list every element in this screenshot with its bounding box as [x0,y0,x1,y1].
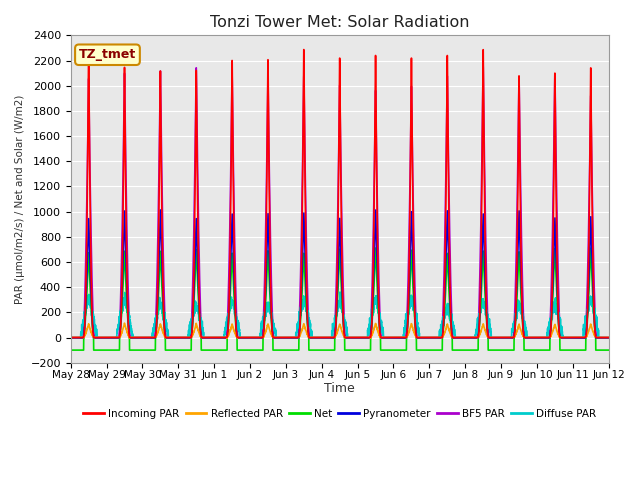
Net [372,245,380,251]
Incoming PAR [491,335,499,340]
Pyranometer [164,335,172,341]
Y-axis label: PAR (μmol/m2/s) / Net and Solar (W/m2): PAR (μmol/m2/s) / Net and Solar (W/m2) [15,95,25,304]
Text: TZ_tmet: TZ_tmet [79,48,136,61]
Reflected PAR [605,335,612,340]
BF5 PAR [67,335,75,340]
Net [460,347,468,353]
Incoming PAR [320,335,328,340]
Line: Pyranometer: Pyranometer [71,210,609,338]
Line: Reflected PAR: Reflected PAR [71,323,609,338]
Title: Tonzi Tower Met: Solar Radiation: Tonzi Tower Met: Solar Radiation [210,15,470,30]
X-axis label: Time: Time [324,382,355,395]
Incoming PAR [431,335,438,340]
Pyranometer [157,207,164,213]
Diffuse PAR [336,289,344,295]
Diffuse PAR [164,326,172,332]
Diffuse PAR [431,335,438,340]
Net [67,347,75,353]
Net [164,347,172,353]
Diffuse PAR [491,335,499,340]
Reflected PAR [431,335,438,340]
Incoming PAR [460,335,468,340]
Diffuse PAR [604,335,612,340]
Net [605,347,612,353]
Pyranometer [320,335,328,341]
Incoming PAR [300,47,308,52]
Line: Incoming PAR: Incoming PAR [71,49,609,337]
Reflected PAR [164,335,172,340]
Incoming PAR [164,335,172,340]
BF5 PAR [604,335,612,340]
Net [604,347,612,353]
Line: Diffuse PAR: Diffuse PAR [71,292,609,337]
BF5 PAR [431,335,438,340]
Reflected PAR [120,320,128,326]
Reflected PAR [234,336,241,341]
BF5 PAR [164,335,172,340]
BF5 PAR [319,335,327,340]
Line: BF5 PAR: BF5 PAR [71,67,609,337]
BF5 PAR [605,335,612,340]
Reflected PAR [604,335,612,340]
Diffuse PAR [319,335,327,340]
Pyranometer [460,335,468,341]
Incoming PAR [604,335,612,340]
Diffuse PAR [460,335,468,340]
Incoming PAR [67,335,75,340]
Net [491,347,499,353]
Pyranometer [604,335,612,341]
Diffuse PAR [605,335,612,340]
Pyranometer [491,335,499,341]
Incoming PAR [605,335,612,340]
Pyranometer [431,335,438,341]
Reflected PAR [67,335,75,340]
Pyranometer [605,335,612,341]
Pyranometer [67,335,75,341]
Line: Net: Net [71,248,609,350]
BF5 PAR [491,335,499,340]
Diffuse PAR [67,335,75,340]
Reflected PAR [460,335,468,340]
Net [431,347,438,353]
Legend: Incoming PAR, Reflected PAR, Net, Pyranometer, BF5 PAR, Diffuse PAR: Incoming PAR, Reflected PAR, Net, Pyrano… [79,405,600,423]
BF5 PAR [479,64,487,70]
Net [319,347,327,353]
Reflected PAR [491,335,499,340]
BF5 PAR [460,335,468,340]
Reflected PAR [320,335,328,340]
